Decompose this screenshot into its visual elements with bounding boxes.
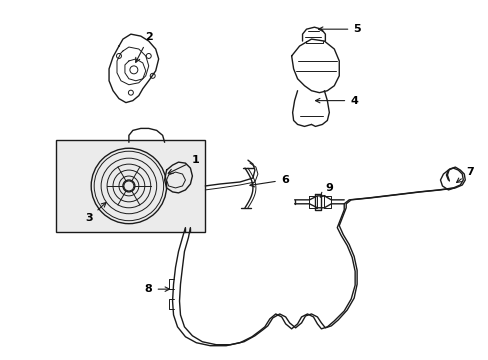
Text: 6: 6 xyxy=(249,175,288,187)
FancyBboxPatch shape xyxy=(56,140,205,231)
Text: 1: 1 xyxy=(168,155,199,174)
Text: 8: 8 xyxy=(144,284,169,294)
Text: 2: 2 xyxy=(136,32,152,62)
Text: 3: 3 xyxy=(85,203,106,223)
Text: 5: 5 xyxy=(318,24,360,34)
Text: 4: 4 xyxy=(315,96,357,105)
Text: 9: 9 xyxy=(320,183,333,197)
Text: 7: 7 xyxy=(456,167,473,183)
